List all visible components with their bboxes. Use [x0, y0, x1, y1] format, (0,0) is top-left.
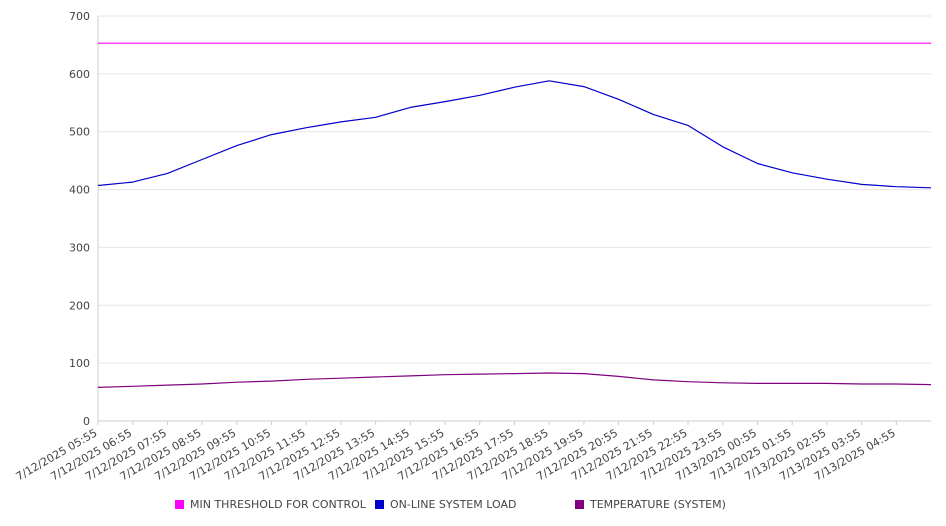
legend-label-online-system-load: ON-LINE SYSTEM LOAD [390, 498, 517, 511]
legend-label-temperature: TEMPERATURE (SYSTEM) [590, 498, 726, 511]
y-tick-label: 600 [69, 68, 90, 81]
gridlines [98, 15, 931, 364]
legend-swatch-min-threshold [175, 500, 184, 509]
y-tick-label: 100 [69, 357, 90, 370]
y-tick-label: 500 [69, 126, 90, 139]
legend-item-min-threshold[interactable]: MIN THRESHOLD FOR CONTROL [175, 498, 366, 511]
y-tick-label: 300 [69, 241, 90, 254]
legend-swatch-temperature [575, 500, 584, 509]
legend-item-temperature[interactable]: TEMPERATURE (SYSTEM) [575, 498, 726, 511]
series-lines [97, 42, 932, 388]
series-line-1[interactable] [97, 80, 932, 189]
y-axis-tick-labels: 0 100 200 300 400 500 600 700 [69, 10, 90, 428]
y-tick-label: 0 [83, 415, 90, 428]
y-tick-label: 400 [69, 184, 90, 197]
legend-label-min-threshold: MIN THRESHOLD FOR CONTROL [190, 498, 366, 511]
legend: MIN THRESHOLD FOR CONTROL ON-LINE SYSTEM… [0, 498, 946, 514]
y-tick-label: 200 [69, 299, 90, 312]
axes [97, 16, 931, 425]
x-axis-tick-labels: 7/12/2025 05:557/12/2025 06:557/12/2025 … [14, 426, 898, 483]
legend-swatch-online-system-load [375, 500, 384, 509]
y-tick-label: 700 [69, 10, 90, 23]
legend-item-online-system-load[interactable]: ON-LINE SYSTEM LOAD [375, 498, 516, 511]
series-line-2[interactable] [97, 372, 932, 388]
